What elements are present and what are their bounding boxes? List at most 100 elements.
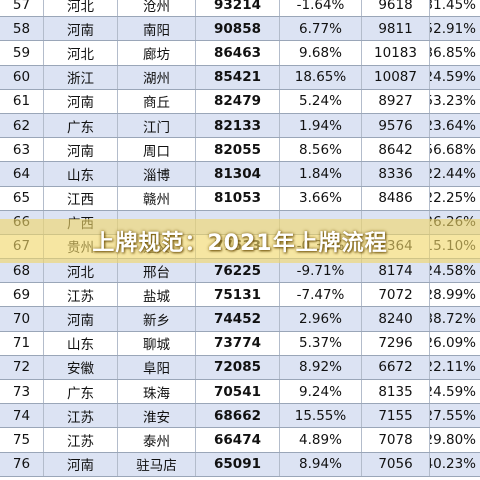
province-cell: 河南 <box>44 89 118 113</box>
share-cell: 31.45% <box>430 0 476 13</box>
sales-cell: 81053 <box>196 186 280 210</box>
city-cell: 驻马店 <box>118 452 196 476</box>
rank-cell: 61 <box>0 89 44 113</box>
growth-cell: -7.47% <box>280 283 362 307</box>
share-cell: 38.72% <box>430 311 476 328</box>
price-cell: 7296 <box>362 331 430 355</box>
rank-cell: 64 <box>0 162 44 186</box>
rank-cell: 68 <box>0 259 44 283</box>
price-cell: 8336 <box>362 162 430 186</box>
share-cell: 22.44% <box>430 165 476 182</box>
growth-cell: 9.68% <box>280 41 362 65</box>
sales-cell: 70541 <box>196 380 280 404</box>
sales-cell: 86463 <box>196 41 280 65</box>
province-cell: 安徽 <box>44 355 118 379</box>
province-cell: 河南 <box>44 17 118 41</box>
rank-cell: 65 <box>0 186 44 210</box>
sales-cell: 72085 <box>196 355 280 379</box>
share-cell: 27.55% <box>430 407 476 424</box>
sales-cell: 66474 <box>196 428 280 452</box>
province-cell: 广东 <box>44 380 118 404</box>
growth-cell: -1.64% <box>280 0 362 17</box>
rank-cell: 62 <box>0 113 44 138</box>
rank-cell: 59 <box>0 41 44 65</box>
city-cell: 江门 <box>118 113 196 138</box>
rank-cell: 73 <box>0 380 44 404</box>
rank-cell: 74 <box>0 404 44 428</box>
share-cell: 24.59% <box>430 69 476 86</box>
share-cell: 40.23% <box>430 456 476 473</box>
province-cell: 河北 <box>44 0 118 17</box>
city-cell: 淄博 <box>118 162 196 186</box>
rank-cell: 70 <box>0 307 44 331</box>
city-cell: 泰州 <box>118 428 196 452</box>
city-cell: 沧州 <box>118 0 196 17</box>
price-cell: 10183 <box>362 41 430 65</box>
rank-cell: 60 <box>0 65 44 89</box>
price-cell: 8240 <box>362 307 430 331</box>
city-cell: 邢台 <box>118 259 196 283</box>
growth-cell: 1.94% <box>280 113 362 138</box>
price-cell: 8135 <box>362 380 430 404</box>
rank-cell: 69 <box>0 283 44 307</box>
province-cell: 江苏 <box>44 428 118 452</box>
price-cell: 7072 <box>362 283 430 307</box>
sales-cell: 93214 <box>196 0 280 17</box>
growth-cell: 8.56% <box>280 138 362 162</box>
rank-cell: 57 <box>0 0 44 17</box>
city-cell: 廊坊 <box>118 41 196 65</box>
growth-cell: 5.24% <box>280 89 362 113</box>
share-cell: 22.25% <box>430 190 476 207</box>
share-cell: 53.23% <box>430 93 476 110</box>
price-cell: 8927 <box>362 89 430 113</box>
province-cell: 广东 <box>44 113 118 138</box>
city-cell: 聊城 <box>118 331 196 355</box>
price-cell: 10087 <box>362 65 430 89</box>
share-cell: 24.59% <box>430 383 476 400</box>
sales-cell: 82133 <box>196 113 280 138</box>
province-cell: 山东 <box>44 162 118 186</box>
price-cell: 7056 <box>362 452 430 476</box>
growth-cell: 2.96% <box>280 307 362 331</box>
growth-cell: 3.66% <box>280 186 362 210</box>
share-cell: 29.80% <box>430 431 476 448</box>
province-cell: 江苏 <box>44 404 118 428</box>
price-cell: 7155 <box>362 404 430 428</box>
city-cell: 赣州 <box>118 186 196 210</box>
province-cell: 河北 <box>44 41 118 65</box>
province-cell: 江西 <box>44 186 118 210</box>
share-cell: 36.85% <box>430 44 476 61</box>
sales-cell: 74452 <box>196 307 280 331</box>
price-cell: 9576 <box>362 113 430 138</box>
growth-cell: 1.84% <box>280 162 362 186</box>
growth-cell: -9.71% <box>280 259 362 283</box>
share-cell: 52.91% <box>430 20 476 37</box>
province-cell: 河南 <box>44 452 118 476</box>
rank-cell: 75 <box>0 428 44 452</box>
city-cell: 周口 <box>118 138 196 162</box>
province-cell: 河南 <box>44 138 118 162</box>
sales-cell: 68662 <box>196 404 280 428</box>
sales-cell: 82055 <box>196 138 280 162</box>
city-cell: 阜阳 <box>118 355 196 379</box>
growth-cell: 4.89% <box>280 428 362 452</box>
growth-cell: 9.24% <box>280 380 362 404</box>
sales-cell: 85421 <box>196 65 280 89</box>
rank-cell: 72 <box>0 355 44 379</box>
city-cell: 珠海 <box>118 380 196 404</box>
price-cell: 8174 <box>362 259 430 283</box>
banner-title: 上牌规范：2021年上牌流程 <box>92 231 388 256</box>
sales-cell: 82479 <box>196 89 280 113</box>
share-cell: 28.99% <box>430 286 476 303</box>
province-cell: 江苏 <box>44 283 118 307</box>
